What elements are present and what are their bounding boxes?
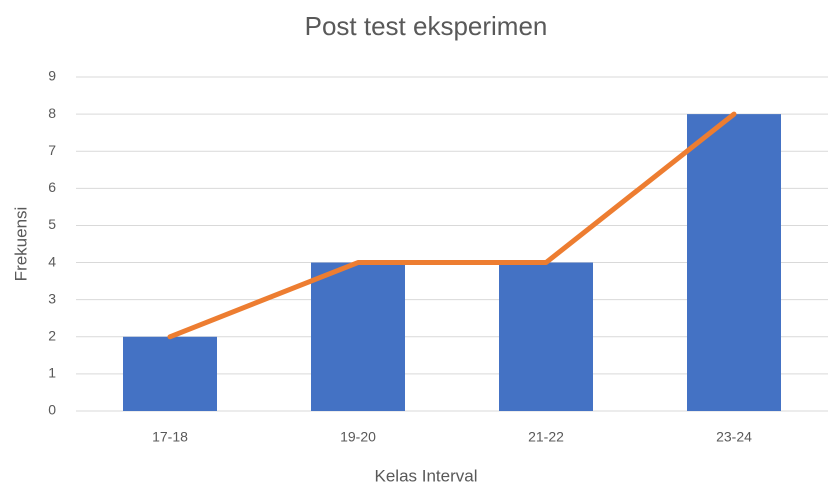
frequency-line — [167, 111, 737, 340]
y-tick-label: 3 — [48, 290, 56, 306]
y-tick-label: 2 — [48, 327, 56, 343]
y-tick-label: 0 — [48, 402, 56, 418]
y-tick-label: 1 — [48, 365, 56, 381]
y-tick-label: 6 — [48, 179, 56, 195]
y-tick-label: 7 — [48, 142, 56, 158]
y-tick-label: 8 — [48, 105, 56, 121]
y-tick-label: 5 — [48, 216, 56, 232]
x-tick-label: 21-22 — [528, 429, 564, 445]
x-tick-label: 23-24 — [716, 429, 752, 445]
x-axis-label: Kelas Interval — [375, 466, 478, 485]
bar — [123, 336, 217, 411]
x-tick-label: 17-18 — [152, 429, 188, 445]
x-tick-label: 19-20 — [340, 429, 376, 445]
y-axis-label: Frekuensi — [11, 207, 30, 282]
chart-title: Post test eksperimen — [305, 11, 548, 41]
bar — [311, 262, 405, 411]
y-tick-label: 4 — [48, 253, 56, 269]
bar — [499, 262, 593, 411]
y-tick-label: 9 — [48, 68, 56, 84]
bar — [687, 114, 781, 411]
